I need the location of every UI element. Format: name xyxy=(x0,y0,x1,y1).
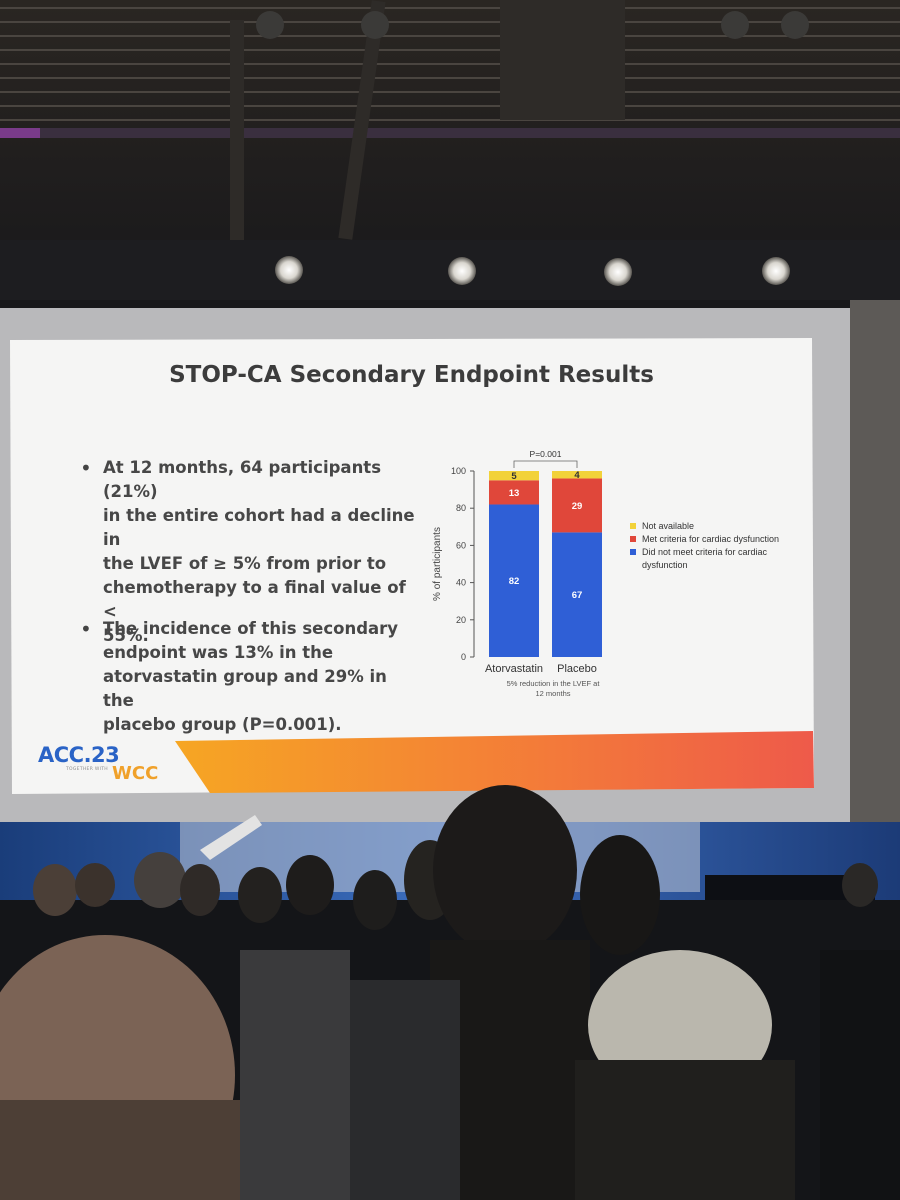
stage-lights xyxy=(256,11,809,286)
bullet-1-line: At 12 months, 64 participants (21%) xyxy=(103,458,382,501)
x-category-label: Atorvastatin xyxy=(485,663,543,675)
bullet-2-line: endpoint was 13% in the xyxy=(103,643,334,662)
p-value-label: P=0.001 xyxy=(530,449,562,459)
legend-label: dysfunction xyxy=(642,560,688,570)
significance-bracket xyxy=(513,460,578,468)
bullet-1: At 12 months, 64 participants (21%) in t… xyxy=(103,456,423,648)
bullet-1-line: 55%. xyxy=(103,626,149,645)
bar-value-label: 67 xyxy=(572,590,583,601)
wcc-logo-text: WCC xyxy=(112,763,159,784)
y-axis-label: % of participants xyxy=(432,527,443,601)
bullet-2-line: atorvastatin group and 29% in the xyxy=(103,667,387,710)
bar-segment xyxy=(489,471,539,481)
audience xyxy=(0,785,900,1200)
bar-segment xyxy=(489,480,539,505)
legend-label: Not available xyxy=(642,521,694,531)
stacked-bar-chart: 0 20 40 60 80 100 % of participants 82 13 5 Atorva… xyxy=(432,449,779,698)
bar-value-label: 29 xyxy=(572,501,583,512)
bar-segment xyxy=(552,471,602,479)
bullet-marker: • xyxy=(80,456,92,480)
bar-value-label: 82 xyxy=(509,576,520,587)
y-tick-label: 100 xyxy=(451,466,466,476)
bullet-2-line: The incidence of this secondary xyxy=(103,619,399,638)
x-category-label: Placebo xyxy=(557,663,597,675)
y-tick-label: 0 xyxy=(461,652,466,662)
legend-swatch xyxy=(630,549,636,555)
bar-value-label: 5 xyxy=(511,471,517,482)
bar-value-label: 13 xyxy=(509,488,520,499)
bar-segment xyxy=(552,532,602,657)
bullet-2: The incidence of this secondary endpoint… xyxy=(103,617,423,737)
y-tick-label: 60 xyxy=(456,540,466,550)
legend-swatch xyxy=(630,523,636,529)
bullet-1-line: chemotherapy to a final value of < xyxy=(103,578,406,621)
bar-value-label: 4 xyxy=(574,470,580,481)
x-axis-label: 5% reduction in the LVEF at xyxy=(507,679,601,688)
y-tick-label: 80 xyxy=(456,503,466,513)
acc-logo-tagline: TOGETHER WITH xyxy=(66,767,108,772)
bar-segment xyxy=(489,504,539,657)
legend-label: Did not meet criteria for cardiac xyxy=(642,547,768,557)
bullet-1-line: the LVEF of ≥ 5% from prior to xyxy=(103,554,387,573)
slide-title: STOP-CA Secondary Endpoint Results xyxy=(169,362,654,388)
bullet-marker: • xyxy=(80,617,92,641)
acc-logo-text: ACC.23 xyxy=(38,743,120,767)
truss-beams xyxy=(230,0,625,240)
ceiling-slats xyxy=(0,7,900,121)
bullet-2-line: placebo group (P=0.001). xyxy=(103,715,342,734)
bar-segment xyxy=(552,478,602,533)
bullet-1-line: in the entire cohort had a decline in xyxy=(103,506,415,549)
y-tick-label: 20 xyxy=(456,615,466,625)
x-axis-label: 12 months xyxy=(535,689,570,698)
legend-swatch xyxy=(630,536,636,542)
legend-label: Met criteria for cardiac dysfunction xyxy=(642,534,779,544)
y-tick-label: 40 xyxy=(456,578,466,588)
